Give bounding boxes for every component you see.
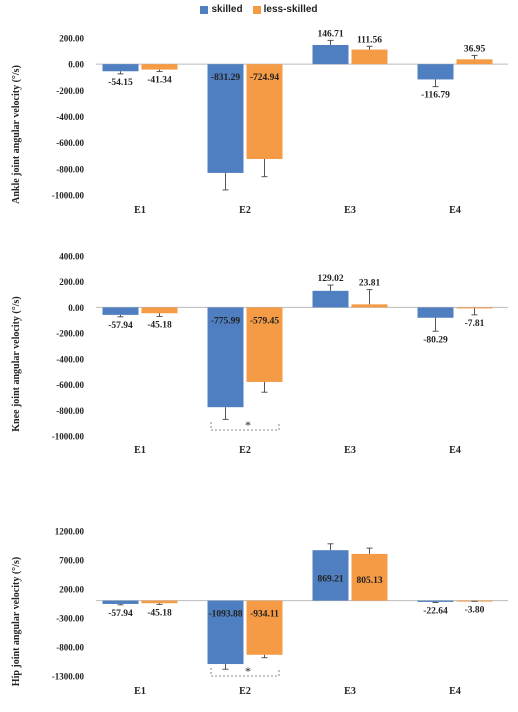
chart1-data-label-skilled-e2: -831.29: [211, 73, 241, 83]
chart2-ytick-label: -800.00: [56, 406, 84, 416]
chart1-data-label-skilled-e3: 146.71: [317, 29, 343, 39]
chart3-category-label-e3: E3: [344, 686, 356, 697]
chart3-data-label-less-skilled-e3: 805.13: [356, 576, 382, 586]
chart1-ylabel: Ankle joint angular velocity (°/s): [11, 65, 22, 204]
chart2-significance-label: *: [245, 418, 251, 432]
chart1-category-label-e3: E3: [344, 205, 356, 216]
chart2-data-label-less-skilled-e3: 23.81: [359, 279, 381, 289]
chart1-bar-skilled-e1: [102, 64, 139, 72]
chart2-data-label-less-skilled-e4: -7.81: [465, 319, 485, 329]
chart3-category-label-e2: E2: [239, 686, 251, 697]
chart2-bar-less-skilled-e4: [456, 307, 493, 309]
chart3-ytick-label: 1200.00: [55, 527, 85, 537]
chart1-bar-less-skilled-e3: [351, 49, 388, 65]
chart1-category-label-e1: E1: [134, 205, 146, 216]
chart3-bar-skilled-e2: [207, 600, 244, 665]
chart1-bar-less-skilled-e4: [456, 59, 493, 65]
chart2-data-label-skilled-e4: -80.29: [423, 335, 448, 345]
chart2-data-label-skilled-e1: -57.94: [108, 321, 133, 331]
chart2-data-label-skilled-e3: 129.02: [317, 274, 343, 284]
chart2-category-label-e4: E4: [449, 445, 461, 456]
chart3-data-label-skilled-e1: -57.94: [108, 609, 133, 619]
chart1-bar-skilled-e2: [207, 64, 244, 173]
chart3-data-label-less-skilled-e4: -3.80: [465, 605, 485, 615]
chart2-ytick-label: -400.00: [56, 354, 84, 364]
chart3-bar-less-skilled-e1: [141, 600, 178, 604]
chart2-bar-less-skilled-e2: [246, 307, 283, 382]
chart2-bar-skilled-e1: [102, 307, 139, 315]
chart2-category-label-e3: E3: [344, 445, 356, 456]
legend-item-less-skilled: less-skilled: [252, 4, 318, 15]
chart2-category-label-e1: E1: [134, 445, 146, 456]
chart2-bar-skilled-e4: [417, 307, 454, 318]
chart2-data-label-less-skilled-e2: -579.45: [250, 316, 280, 326]
chart3-ytick-label: -1300.00: [52, 672, 85, 682]
legend-label-skilled: skilled: [211, 4, 243, 15]
chart1-data-label-less-skilled-e3: 111.56: [357, 35, 382, 45]
chart1-bar-skilled-e3: [312, 44, 349, 65]
chart2-bar-less-skilled-e1: [141, 307, 178, 314]
chart2-data-label-skilled-e2: -775.99: [211, 316, 241, 326]
chart3-bar-less-skilled-e2: [246, 600, 283, 655]
chart3-bar-skilled-e1: [102, 600, 139, 604]
chart3-data-label-less-skilled-e1: -45.18: [147, 608, 172, 618]
chart1-ytick-label: -400.00: [56, 112, 84, 122]
chart2-bar-skilled-e2: [207, 307, 244, 408]
chart1-ytick-label: -800.00: [56, 164, 84, 174]
chart3-ytick-label: 200.00: [59, 585, 84, 595]
chart3-bar-less-skilled-e3: [351, 553, 388, 601]
legend-swatch-skilled: [200, 5, 209, 14]
chart2-significance-bracket: [210, 422, 280, 431]
chart2-ytick-label: -600.00: [56, 380, 84, 390]
chart1-data-label-skilled-e1: -54.15: [108, 78, 133, 88]
chart2-data-label-less-skilled-e1: -45.18: [147, 320, 172, 330]
chart1-ytick-label: 0.00: [68, 60, 84, 70]
chart1-bar-less-skilled-e2: [246, 64, 283, 160]
chart3-data-label-less-skilled-e2: -934.11: [250, 610, 279, 620]
chart1-bar-skilled-e4: [417, 64, 454, 80]
chart2-ylabel: Knee joint angular velocity (°/s): [11, 296, 22, 431]
chart1-ytick-label: -200.00: [56, 86, 84, 96]
chart2-bar-skilled-e3: [312, 290, 349, 308]
chart3-ytick-label: -300.00: [56, 614, 84, 624]
chart3-data-label-skilled-e4: -22.64: [423, 606, 448, 616]
legend-item-skilled: skilled: [200, 4, 243, 15]
chart1-ytick-label: -1000.00: [52, 191, 85, 201]
chart3-ytick-label: -800.00: [56, 643, 84, 653]
chart1-bar-less-skilled-e1: [141, 64, 178, 70]
chart2-ytick-label: 200.00: [59, 277, 84, 287]
chart2-ytick-label: -200.00: [56, 329, 84, 339]
chart3-data-label-skilled-e2: -1093.88: [208, 610, 242, 620]
chart3-ytick-label: 700.00: [59, 556, 84, 566]
legend-label-less-skilled: less-skilled: [263, 4, 318, 15]
chart1-data-label-skilled-e4: -116.79: [421, 91, 450, 101]
chart3-category-label-e4: E4: [449, 686, 461, 697]
chart3-significance-label: *: [245, 664, 251, 678]
chart1-category-label-e2: E2: [239, 205, 251, 216]
legend-swatch-less-skilled: [252, 5, 261, 14]
chart3-category-label-e1: E1: [134, 686, 146, 697]
chart3-bar-skilled-e3: [312, 550, 349, 601]
chart1-ytick-label: -600.00: [56, 138, 84, 148]
chart2-ytick-label: 0.00: [68, 303, 84, 313]
chart3-significance-bracket: [210, 668, 280, 677]
legend: skilled less-skilled: [0, 4, 518, 15]
chart3-data-label-skilled-e3: 869.21: [317, 574, 343, 584]
chart3-ylabel: Hip joint angular velocity (°/s): [11, 557, 22, 686]
chart1-ytick-label: 200.00: [59, 34, 84, 44]
chart1-data-label-less-skilled-e1: -41.34: [147, 76, 172, 86]
chart1-data-label-less-skilled-e4: 36.95: [464, 44, 486, 54]
chart3-bar-skilled-e4: [417, 600, 454, 602]
chart1-data-label-less-skilled-e2: -724.94: [250, 73, 280, 83]
chart2-ytick-label: 400.00: [59, 252, 84, 262]
chart2-ytick-label: -1000.00: [52, 432, 85, 442]
chart1-category-label-e4: E4: [449, 205, 461, 216]
chart2-category-label-e2: E2: [239, 445, 251, 456]
chart2-bar-less-skilled-e3: [351, 304, 388, 308]
